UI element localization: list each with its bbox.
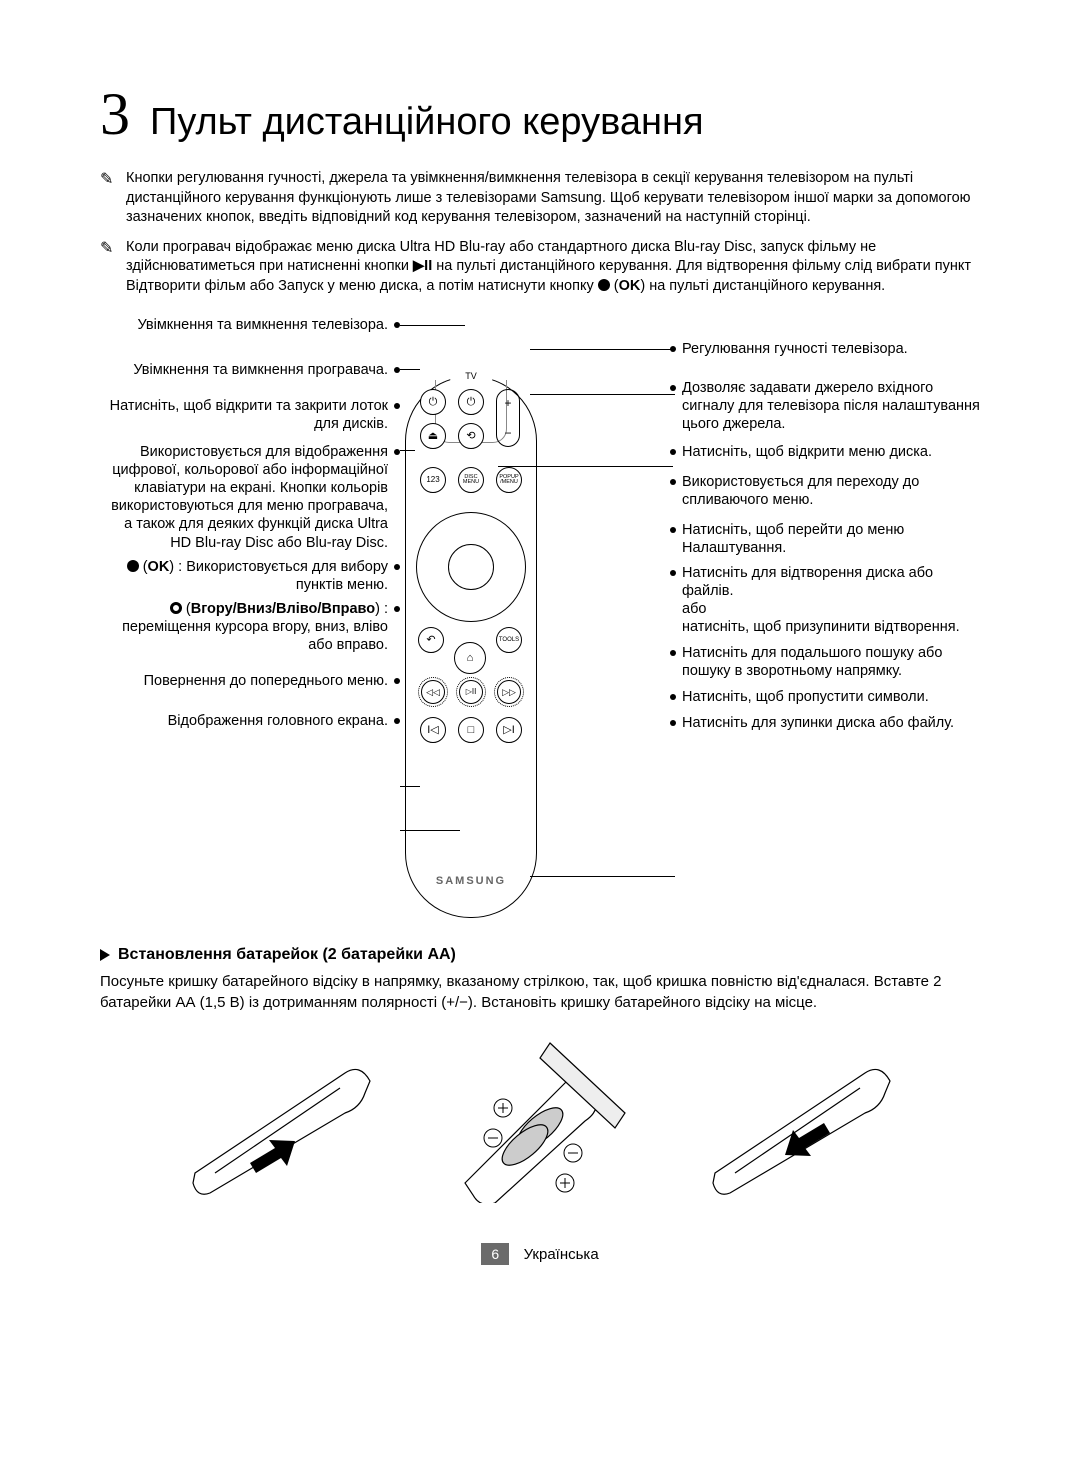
heading-number: 3 xyxy=(100,80,130,149)
callout-ok: (OK) : Використовується для вибору пункт… xyxy=(100,558,400,594)
home-icon: ⌂ xyxy=(454,642,486,674)
triangle-bullet-icon xyxy=(100,949,110,961)
callout-volume: Регулювання гучності телевізора. xyxy=(670,340,980,358)
callout-play-pause: Натисніть для відтворення диска або файл… xyxy=(670,564,980,637)
remote-body: TV ⏻ ⏻ +− ⏏ ⟲ 123 DISC MENU POPUP /MENU … xyxy=(405,376,537,918)
remote-diagram: Увімкнення та вимкнення телевізора. Увім… xyxy=(100,316,980,926)
battery-section-body: Посуньте кришку батарейного відсіку в на… xyxy=(100,972,980,1013)
footer-language: Українська xyxy=(524,1246,599,1263)
battery-step-3 xyxy=(685,1033,915,1203)
battery-step-1 xyxy=(165,1033,395,1203)
samsung-brand: SAMSUNG xyxy=(406,875,536,887)
tools-button: TOOLS xyxy=(496,627,522,653)
note-icon: ✎ xyxy=(100,169,118,228)
page-footer: 6 Українська xyxy=(100,1243,980,1265)
popup-menu-button: POPUP /MENU xyxy=(496,467,522,493)
callout-123: Використовується для відображення цифров… xyxy=(100,443,400,552)
ok-filled-icon xyxy=(127,560,139,572)
note-1: ✎ Кнопки регулювання гучності, джерела т… xyxy=(100,169,980,228)
callout-dpad: (Вгору/Вниз/Вліво/Вправо) : переміщення … xyxy=(100,600,400,654)
note-icon: ✎ xyxy=(100,238,118,297)
page-number: 6 xyxy=(481,1243,509,1265)
stop-icon: □ xyxy=(458,717,484,743)
callout-disc-menu: Натисніть, щоб відкрити меню диска. xyxy=(670,443,980,461)
callout-tools: Натисніть, щоб перейти до меню Налаштува… xyxy=(670,521,980,557)
callout-source: Дозволяє задавати джерело вхідного сигна… xyxy=(670,379,980,433)
skip-back-icon: I◁ xyxy=(420,717,446,743)
dpad-ring-icon xyxy=(170,602,182,614)
callout-search: Натисніть для подальшого пошуку або пошу… xyxy=(670,644,980,680)
battery-illustrations xyxy=(100,1033,980,1203)
callout-stop: Натисніть для зупинки диска або файлу. xyxy=(670,714,980,732)
volume-rocker: +− xyxy=(496,389,520,447)
note-1-text: Кнопки регулювання гучності, джерела та … xyxy=(126,169,980,228)
return-icon: ↶ xyxy=(418,627,444,653)
disc-menu-button: DISC MENU xyxy=(458,467,484,493)
callout-skip: Натисніть, щоб пропустити символи. xyxy=(670,688,980,706)
source-icon: ⟲ xyxy=(458,423,484,449)
note-2-text: Коли програвач відображає меню диска Ult… xyxy=(126,238,980,297)
callout-player-power: Увімкнення та вимкнення програвача. xyxy=(100,361,400,379)
skip-forward-icon: ▷I xyxy=(496,717,522,743)
battery-step-2 xyxy=(425,1033,655,1203)
note-2: ✎ Коли програвач відображає меню диска U… xyxy=(100,238,980,297)
callout-popup-menu: Використовується для переходу до спливаю… xyxy=(670,473,980,509)
callout-home: Відображення головного екрана. xyxy=(100,712,400,730)
keypad-123-button: 123 xyxy=(420,467,446,493)
callout-return: Повернення до попереднього меню. xyxy=(100,672,400,690)
section-heading: 3 Пульт дистанційного керування xyxy=(100,80,980,149)
ok-filled-icon xyxy=(598,279,610,291)
battery-section-heading: Встановлення батарейок (2 батарейки AA) xyxy=(100,946,980,964)
eject-icon: ⏏ xyxy=(420,423,446,449)
heading-title: Пульт дистанційного керування xyxy=(150,101,704,144)
callout-tv-power: Увімкнення та вимкнення телевізора. xyxy=(100,316,400,334)
callout-eject: Натисніть, щоб відкрити та закрити лоток… xyxy=(100,397,400,433)
